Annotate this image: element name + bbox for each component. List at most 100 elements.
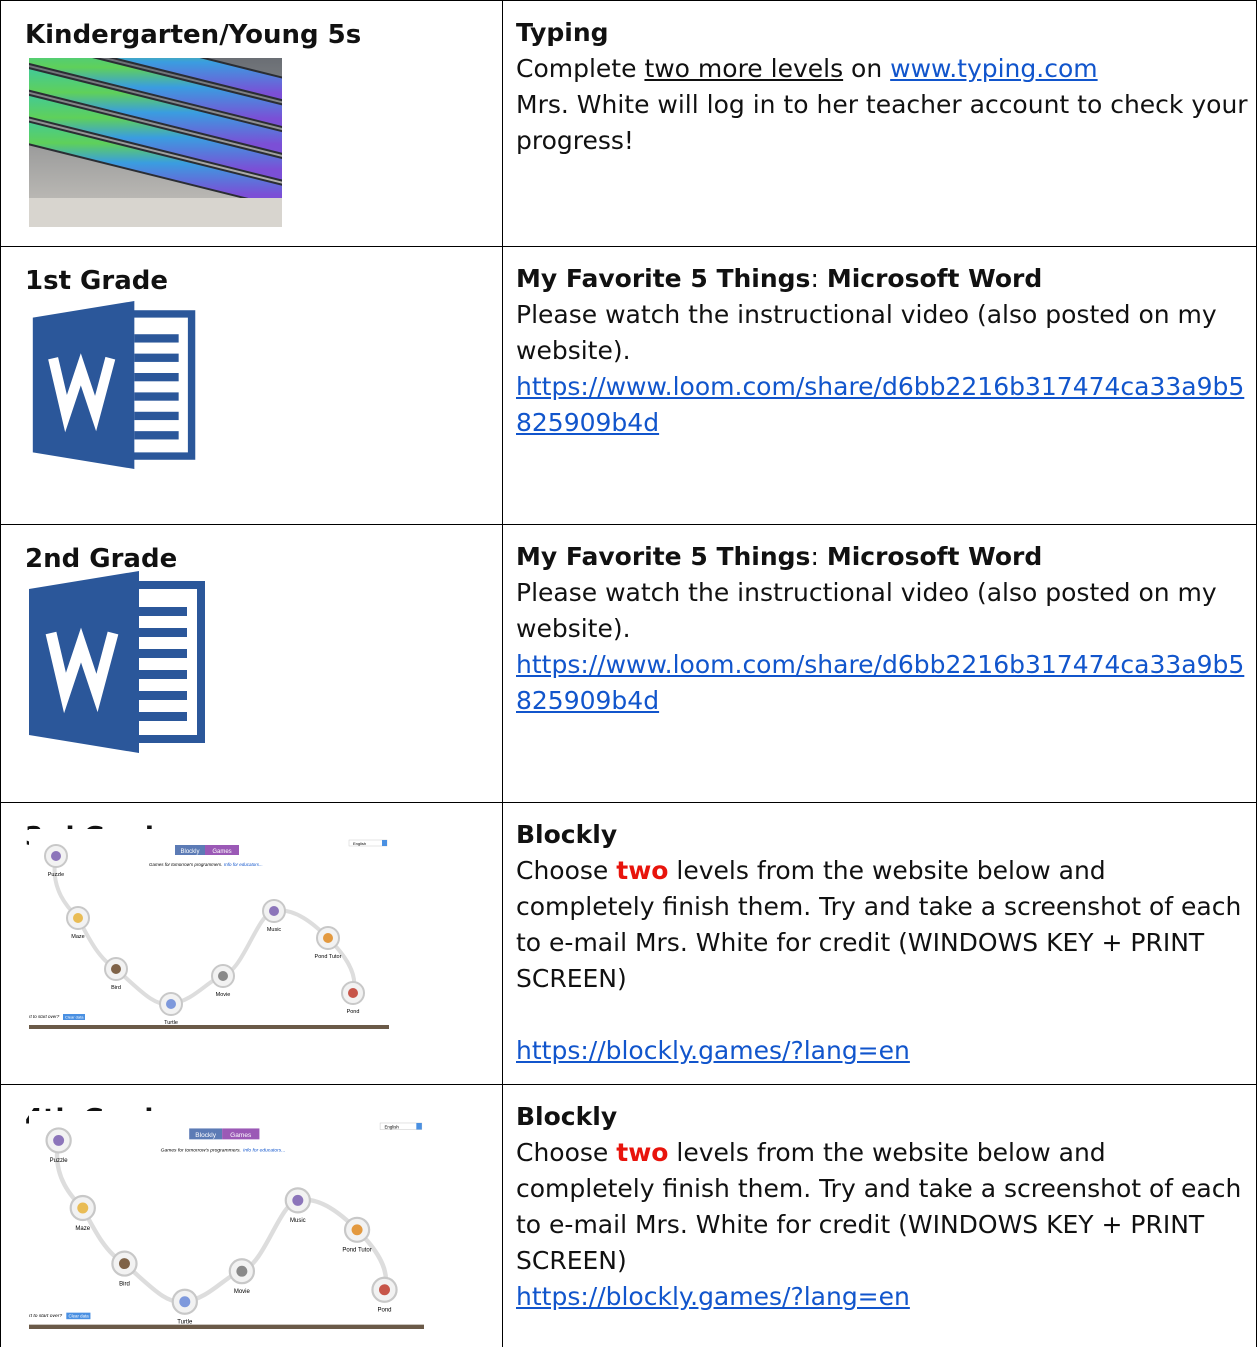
logo-text: Blockly (195, 1132, 217, 1139)
paragraph: Complete two more levels on www.typing.c… (516, 51, 1250, 87)
page-line (134, 411, 179, 421)
task-title: My Favorite 5 Things: Microsoft Word (516, 261, 1250, 297)
page-line (134, 334, 179, 343)
level-icon (269, 906, 279, 916)
blockly-screenshot: Blockly Games Games for tomorrow's program… (29, 829, 389, 1029)
bottom-strip (29, 1025, 389, 1029)
grade-cell: 1st Grade (1, 247, 503, 525)
title-text: : (810, 542, 827, 571)
link[interactable]: https://blockly.games/?lang=en (516, 1282, 910, 1311)
paragraph: Mrs. White will log in to her teacher ac… (516, 87, 1250, 159)
page-line (134, 373, 179, 382)
level-label: Pond (377, 1308, 391, 1314)
text: Mrs. White will log in to her teacher ac… (516, 90, 1248, 155)
text: Please watch the instructional video (al… (516, 300, 1217, 365)
language-button (382, 840, 387, 846)
logo-left (175, 845, 205, 855)
tagline: Games for tomorrow's programmers. (149, 862, 222, 867)
emphasis: two (616, 1138, 669, 1167)
level-label: Puzzle (48, 872, 65, 878)
level-label: Movie (234, 1289, 251, 1295)
level-label: Music (267, 927, 282, 933)
level-label: Music (290, 1218, 306, 1224)
logo-left (189, 1128, 223, 1140)
row: 1st Grade My Favorite 5 Things: Microsof… (0, 246, 1257, 525)
clear-button-label: Clear data (65, 1015, 84, 1020)
paragraph: Choose two levels from the website below… (516, 1135, 1250, 1279)
level-label: Bird (119, 1281, 130, 1287)
word-icon (32, 301, 196, 469)
task-cell: My Favorite 5 Things: Microsoft Word Ple… (503, 247, 1256, 525)
title-text: Blockly (516, 1102, 618, 1131)
row: Kindergarten/Young 5s Typing Complete tw… (0, 0, 1257, 247)
level-icon (348, 988, 358, 998)
tagline: Games for tomorrow's programmers. (161, 1147, 241, 1153)
grade-cell: 2nd Grade (1, 525, 503, 803)
link[interactable]: https://www.loom.com/share/d6bb2216b3174… (516, 372, 1245, 437)
level-icon (379, 1284, 390, 1296)
grade-cell: Kindergarten/Young 5s (1, 1, 503, 247)
text: Choose (516, 856, 617, 885)
clear-button-label: Clear data (69, 1314, 90, 1319)
page-line (139, 607, 187, 616)
task-title: My Favorite 5 Things: Microsoft Word (516, 539, 1250, 575)
text: levels from the website below and comple… (516, 856, 1242, 993)
word-icon (29, 571, 205, 753)
logo-text: Games (230, 1132, 252, 1139)
link[interactable]: https://blockly.games/?lang=en (516, 1036, 910, 1065)
task-title: Typing (516, 15, 1250, 51)
level-icon (73, 913, 83, 923)
w-letter (48, 353, 116, 433)
educators-link: Info for educators... (224, 862, 263, 867)
level-icon (292, 1194, 304, 1206)
title-text: My Favorite 5 Things (516, 542, 811, 571)
level-icon (323, 933, 333, 943)
level-icon (218, 971, 228, 981)
level-icon (51, 851, 61, 861)
text: on (843, 54, 891, 83)
task-cell: My Favorite 5 Things: Microsoft Word Ple… (503, 525, 1256, 803)
paragraph: https://www.loom.com/share/d6bb2216b3174… (516, 647, 1250, 719)
clear-button (63, 1014, 85, 1020)
logo-right (222, 1128, 260, 1140)
link[interactable]: www.typing.com (890, 54, 1098, 83)
level-label: Bird (111, 985, 121, 991)
level-label: Maze (71, 934, 84, 940)
text: levels from the website below and comple… (516, 1138, 1242, 1275)
task-cell: Blockly Choose two levels from the websi… (503, 1085, 1256, 1347)
level-icon (236, 1265, 248, 1277)
title-text: Microsoft Word (826, 264, 1043, 293)
paragraph: https://blockly.games/?lang=en (516, 1279, 1250, 1315)
level-icon (351, 1224, 363, 1236)
level-label: Movie (216, 992, 231, 998)
paragraph: https://www.loom.com/share/d6bb2216b3174… (516, 369, 1250, 441)
level-label: Turtle (164, 1020, 178, 1026)
paragraph: Please watch the instructional video (al… (516, 575, 1250, 647)
row: 2nd Grade My Favorite 5 Things: Microsof… (0, 524, 1257, 803)
logo-text: Blockly (180, 849, 199, 855)
level-icon (179, 1296, 191, 1308)
page-line (134, 353, 179, 362)
title-text: Blockly (516, 820, 618, 849)
text: Choose (516, 1138, 617, 1167)
page-line (139, 670, 187, 679)
level-label: Puzzle (50, 1158, 69, 1164)
blockly-screenshot: Blockly Games Games for tomorrow's program… (29, 1111, 424, 1329)
level-icon (77, 1202, 89, 1214)
title-text: My Favorite 5 Things (516, 264, 811, 293)
title-text: Microsoft Word (826, 542, 1043, 571)
text: Please watch the instructional video (al… (516, 578, 1217, 643)
paragraph: https://blockly.games/?lang=en (516, 1033, 1250, 1069)
link[interactable]: https://www.loom.com/share/d6bb2216b3174… (516, 650, 1245, 715)
task-title: Blockly (516, 817, 1250, 853)
page-line (134, 431, 179, 440)
level-label: Pond Tutor (342, 1248, 371, 1254)
level-icon (118, 1258, 130, 1270)
footer-text: rt to start over? (29, 1014, 60, 1019)
level-label: Pond Tutor (315, 954, 342, 960)
bottom-strip (29, 1324, 424, 1329)
